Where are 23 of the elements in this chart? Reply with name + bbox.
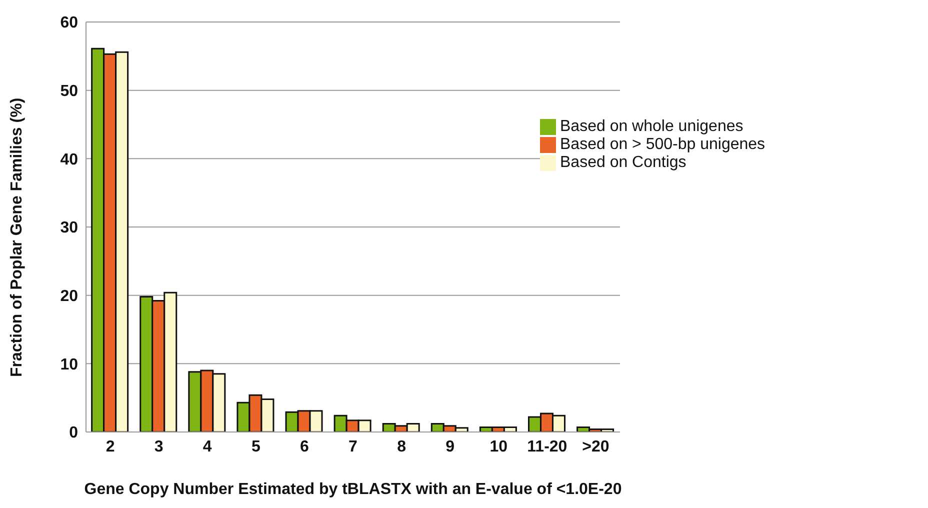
y-tick-label: 30 xyxy=(60,220,78,237)
x-tick-label: 9 xyxy=(446,438,455,456)
x-tick-label: 4 xyxy=(202,438,212,456)
y-tick-label: 40 xyxy=(60,151,78,168)
x-tick-label: 10 xyxy=(490,438,508,456)
x-tick-label: 7 xyxy=(348,438,358,456)
y-tick-label: 0 xyxy=(69,424,78,442)
y-tick-label: 10 xyxy=(60,356,78,374)
x-tick-label: 3 xyxy=(154,438,164,456)
x-tick-label: >20 xyxy=(582,438,610,456)
y-axis-title: Fraction of Poplar Gene Families (%) xyxy=(8,98,26,377)
legend-label: Based on Contigs xyxy=(560,154,686,171)
y-tick-label: 20 xyxy=(60,288,78,306)
x-tick-label: 8 xyxy=(397,438,406,456)
legend-label: Based on whole unigenes xyxy=(560,118,744,135)
x-tick-label: 11-20 xyxy=(527,438,568,456)
x-axis-title: Gene Copy Number Estimated by tBLASTX with an E-value of <1.0E-20 xyxy=(84,481,622,498)
y-tick-label: 60 xyxy=(60,14,78,32)
x-tick-label: 5 xyxy=(251,438,260,456)
x-tick-label: 6 xyxy=(300,438,309,456)
x-tick-label: 2 xyxy=(106,438,115,456)
legend-label: Based on > 500-bp unigenes xyxy=(560,136,766,153)
y-tick-label: 50 xyxy=(60,83,78,100)
